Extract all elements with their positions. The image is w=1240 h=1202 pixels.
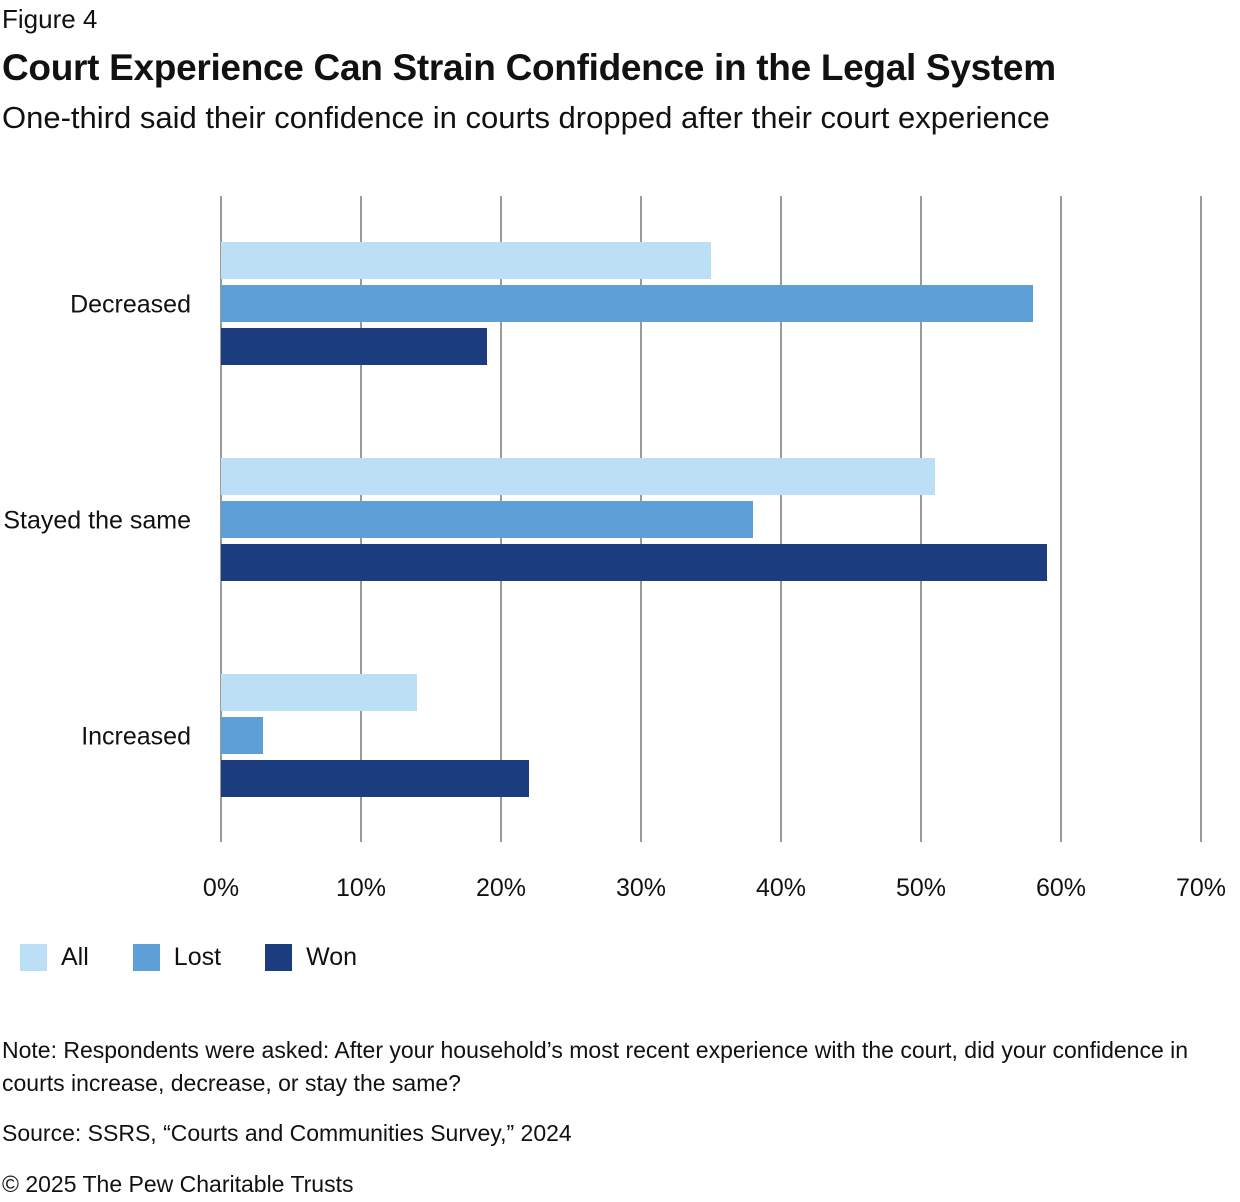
x-tick-label: 0% (203, 874, 239, 902)
legend-swatch (132, 943, 160, 971)
legend-label: Won (306, 942, 358, 971)
bar-all (221, 674, 417, 711)
x-tick-label: 20% (476, 874, 526, 902)
chart-note: Note: Respondents were asked: After your… (2, 1037, 1189, 1096)
bar-all (221, 458, 935, 495)
legend-swatch (265, 943, 293, 971)
bar-lost (221, 717, 263, 754)
x-axis-tick-labels: 0% 10% 20% 30% 40% 50% 60% 70% (203, 874, 1226, 902)
x-tick-label: 70% (1176, 874, 1226, 902)
legend: All Lost Won (20, 940, 401, 974)
bars (221, 242, 1047, 797)
bar-won (221, 544, 1047, 581)
x-tick-label: 10% (336, 874, 386, 902)
bar-lost (221, 285, 1033, 322)
bar-won (221, 760, 529, 797)
bar-all (221, 242, 711, 279)
category-labels: Decreased Stayed the same Increased (3, 291, 191, 751)
x-tick-label: 40% (756, 874, 806, 902)
legend-item-lost: Lost (132, 942, 222, 972)
bar-lost (221, 501, 753, 538)
copyright-notice: © 2025 The Pew Charitable Trusts (2, 1171, 354, 1197)
category-label: Increased (81, 723, 191, 751)
bar-won (221, 328, 487, 365)
chart-subtitle: One-third said their confidence in court… (2, 100, 1050, 135)
legend-label: Lost (173, 942, 222, 971)
bar-chart: Decreased Stayed the same Increased 0% 10% 2… (3, 196, 1226, 902)
figure-label: Figure 4 (2, 4, 98, 34)
x-tick-label: 30% (616, 874, 666, 902)
legend-item-won: Won (265, 943, 357, 972)
legend-swatch (20, 943, 47, 971)
legend-item-all: All (20, 943, 89, 972)
chart-source: Source: SSRS, “Courts and Communities Su… (2, 1120, 572, 1146)
x-tick-label: 50% (896, 874, 946, 902)
chart-title: Court Experience Can Strain Confidence i… (2, 47, 1056, 88)
legend-label: All (61, 942, 89, 971)
category-label: Stayed the same (3, 507, 191, 535)
category-label: Decreased (70, 291, 191, 319)
x-tick-label: 60% (1036, 874, 1086, 902)
